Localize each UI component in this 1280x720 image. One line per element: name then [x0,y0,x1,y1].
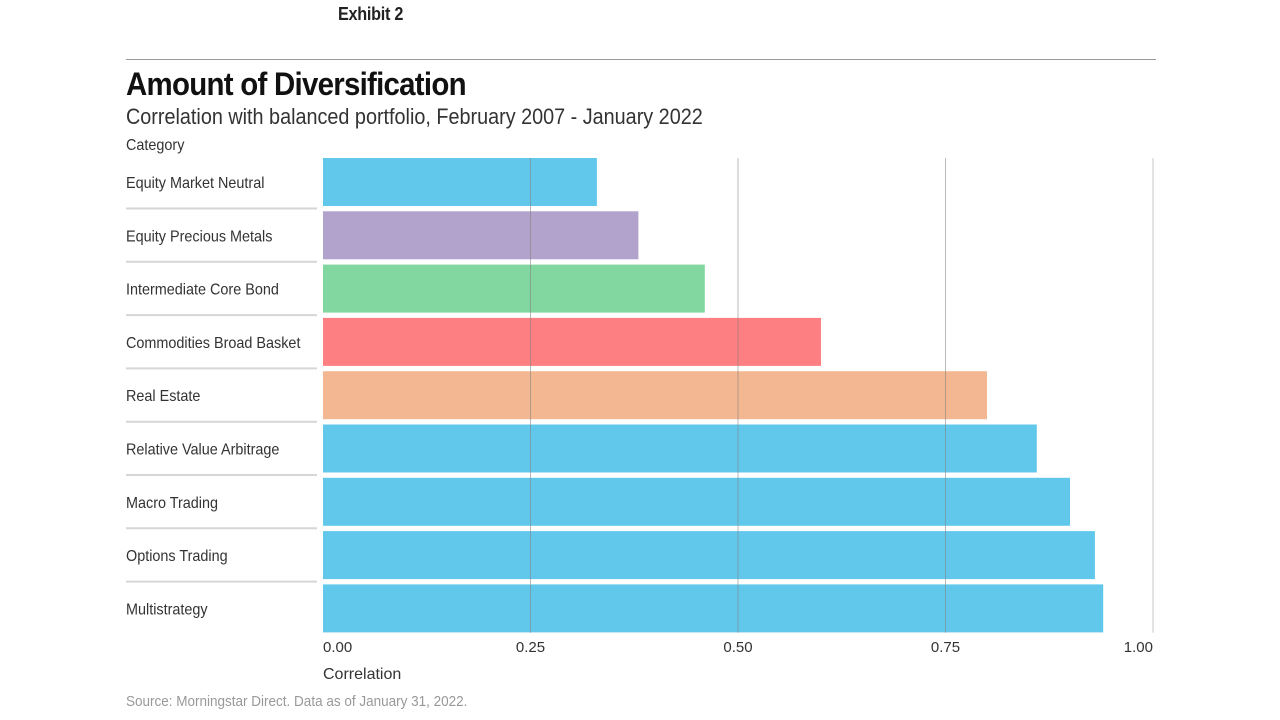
grid-layer [530,158,1154,633]
tick-label: 0.50 [723,639,752,656]
tick-label: 0.00 [323,639,352,656]
bars-layer [323,158,1104,633]
top-divider [126,59,1156,60]
bar-relative-value-arbitrage [323,424,1037,473]
tick-label: 0.75 [931,639,960,656]
category-label: Multistrategy [126,601,208,619]
category-label: Equity Precious Metals [126,228,273,246]
chart-title: Amount of Diversification [126,66,467,102]
category-labels: Equity Market Neutral Equity Precious Met… [126,174,317,619]
bar-macro-trading [323,477,1070,526]
category-label: Commodities Broad Basket [126,334,301,352]
bar-equity-precious-metals [323,211,639,260]
category-label: Relative Value Arbitrage [126,441,279,459]
bar-intermediate-core-bond [323,264,705,313]
category-label: Macro Trading [126,494,218,512]
category-label: Intermediate Core Bond [126,281,279,299]
category-header: Category [126,137,185,154]
category-label: Options Trading [126,547,228,565]
category-label: Real Estate [126,388,200,406]
exhibit-label: Exhibit 2 [338,4,404,24]
chart-subtitle: Correlation with balanced portfolio, Feb… [126,104,703,129]
bar-options-trading [323,531,1095,580]
bar-equity-market-neutral [323,158,597,206]
bar-real-estate [323,371,987,420]
x-axis-title: Correlation [323,666,401,683]
tick-label: 1.00 [1124,639,1153,656]
source-note: Source: Morningstar Direct. Data as of J… [126,693,468,710]
x-axis-ticks: 0.00 0.25 0.50 0.75 1.00 [323,639,1153,656]
bar-commodities-broad-basket [323,317,821,366]
tick-label: 0.25 [516,639,545,656]
category-label: Equity Market Neutral [126,174,264,192]
bar-multistrategy [323,584,1104,633]
